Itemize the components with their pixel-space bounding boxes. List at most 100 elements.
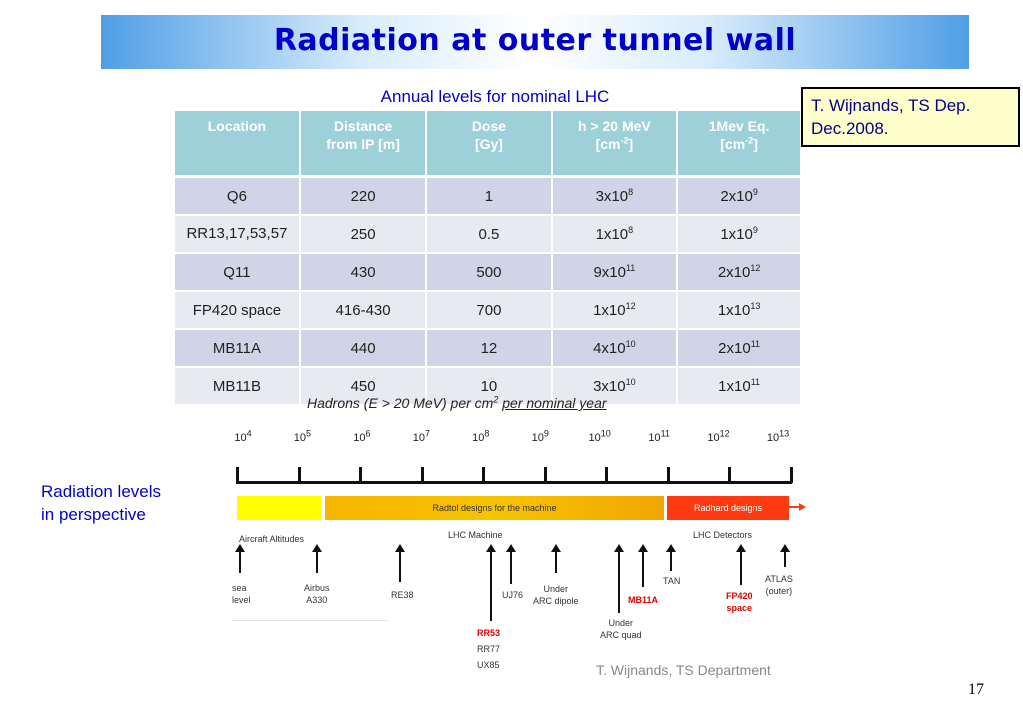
reference-box: T. Wijnands, TS Dep. Dec.2008. xyxy=(801,87,1020,147)
reference-line-1: T. Wijnands, TS Dep. xyxy=(811,96,971,115)
group-lhc-machine: LHC Machine xyxy=(448,530,503,540)
slide-title: Radiation at outer tunnel wall xyxy=(273,23,797,58)
header-dose: Dose [Gy] xyxy=(427,111,553,175)
arrow-sea-level xyxy=(235,544,245,573)
arrow-airbus xyxy=(312,544,322,573)
hadrons-unit: [cm-2] xyxy=(595,135,634,152)
arrow-uj76 xyxy=(506,544,516,584)
scale-tick-label: 1010 xyxy=(588,428,611,444)
scale-tick-mark xyxy=(666,467,670,483)
cell-dose: 0.5 xyxy=(427,214,553,252)
table-caption: Annual levels for nominal LHC xyxy=(380,87,610,106)
cell-dose: 12 xyxy=(427,328,553,366)
cell-hadrons: 1x108 xyxy=(552,214,679,252)
figure-credit: T. Wijnands, TS Department xyxy=(596,662,771,678)
arrow-fp420 xyxy=(736,544,746,585)
table-row: MB11A 440 12 4x1010 2x1011 xyxy=(175,328,800,366)
cell-location: Q6 xyxy=(175,175,301,214)
scale-tick-label: 1012 xyxy=(707,428,730,444)
scale-tick-label: 1011 xyxy=(648,428,670,444)
scale-tick-label: 104 xyxy=(234,428,252,444)
scale-tick-mark xyxy=(482,467,486,483)
scale-tick-label: 108 xyxy=(472,428,490,444)
arrow-atlas xyxy=(780,544,790,567)
perspective-title: Hadrons (E > 20 MeV) per cm2 per nominal… xyxy=(307,394,607,411)
table-row: FP420 space 416-430 700 1x1012 1x1013 xyxy=(175,290,800,328)
header-distance: Distance from IP [m] xyxy=(300,111,428,175)
marker-sea-level: sea level xyxy=(232,583,251,605)
scale-tick-label: 109 xyxy=(531,428,549,444)
side-label: Radiation levels in perspective xyxy=(41,480,161,526)
side-label-line-2: in perspective xyxy=(41,505,146,524)
cell-location: MB11A xyxy=(175,328,301,366)
band-arrow-head xyxy=(799,503,806,511)
cell-distance: 450 xyxy=(300,366,428,404)
table-row: Q6 220 1 3x108 2x109 xyxy=(175,175,800,214)
band-arrow-line xyxy=(789,506,801,508)
arrow-arc-dipole xyxy=(551,544,561,573)
marker-rr-list: RR53 RR77 UX85 xyxy=(477,628,501,670)
marker-re38: RE38 xyxy=(391,590,414,600)
scale-tick-mark xyxy=(543,467,547,483)
group-aircraft: Aircraft Altitudes xyxy=(239,534,305,544)
arrow-mb11a xyxy=(638,544,648,587)
arrow-rr xyxy=(486,544,496,621)
scale-tick-mark xyxy=(297,467,301,483)
scale-tick-label: 106 xyxy=(353,428,371,444)
page-number: 17 xyxy=(968,681,984,698)
cell-1mev-eq: 1x109 xyxy=(678,214,800,252)
cell-dose: 10 xyxy=(427,366,553,404)
cell-1mev-eq: 2x109 xyxy=(678,175,800,214)
cell-distance: 250 xyxy=(300,214,428,252)
cell-1mev-eq: 2x1012 xyxy=(678,252,800,290)
arrow-re38 xyxy=(395,544,405,582)
marker-tan: TAN xyxy=(663,576,681,586)
scale-tick-label: 107 xyxy=(412,428,430,444)
marker-atlas: ATLAS (outer) xyxy=(765,574,793,596)
cell-location: FP420 space xyxy=(175,290,301,328)
band-radtol: Radtol designs for the machine xyxy=(325,496,664,520)
cell-distance: 416-430 xyxy=(300,290,428,328)
scale-tick-mark xyxy=(790,467,793,483)
cell-dose: 500 xyxy=(427,252,553,290)
scale-tick-label: 1013 xyxy=(766,428,790,444)
scale-tick-mark xyxy=(420,467,424,483)
cell-hadrons: 3x1010 xyxy=(552,366,679,404)
header-hadrons: h > 20 MeV [cm-2] xyxy=(552,111,679,175)
cell-location: RR13,17,53,57 xyxy=(175,214,301,252)
cell-distance: 440 xyxy=(300,328,428,366)
cell-distance: 220 xyxy=(300,175,428,214)
divider-line xyxy=(232,620,388,621)
title-bar: Radiation at outer tunnel wall xyxy=(101,15,969,69)
group-lhc-detectors: LHC Detectors xyxy=(693,530,753,540)
reference-line-2: Dec.2008. xyxy=(811,119,889,138)
scale-tick-mark xyxy=(605,467,609,483)
cell-1mev-eq: 2x1011 xyxy=(678,328,800,366)
scale-tick-mark xyxy=(728,467,732,483)
arrow-arc-quad xyxy=(614,544,624,613)
cell-hadrons: 1x1012 xyxy=(552,290,679,328)
side-label-line-1: Radiation levels xyxy=(41,482,162,501)
cell-hadrons: 4x1010 xyxy=(552,328,679,366)
marker-uj76: UJ76 xyxy=(502,590,524,600)
marker-arc-quad: Under ARC quad xyxy=(600,618,642,640)
scale-tick-mark xyxy=(236,467,239,483)
cell-location: Q11 xyxy=(175,252,301,290)
scale-tick-label: 105 xyxy=(293,428,312,444)
eq-unit: [cm-2] xyxy=(720,135,758,152)
marker-arc-dipole: Under ARC dipole xyxy=(533,584,579,606)
scale-tick-mark xyxy=(359,467,363,483)
table-row: RR13,17,53,57 250 0.5 1x108 1x109 xyxy=(175,214,800,252)
radiation-table: Location Distance from IP [m] Dose [Gy] h … xyxy=(175,111,800,404)
band-yellow xyxy=(237,496,321,520)
cell-1mev-eq: 1x1011 xyxy=(678,366,800,404)
cell-hadrons: 9x1011 xyxy=(552,252,679,290)
header-1mev-eq: 1Mev Eq. [cm-2] xyxy=(678,111,800,175)
cell-1mev-eq: 1x1013 xyxy=(678,290,800,328)
cell-distance: 430 xyxy=(300,252,428,290)
band-radhard: Radhard designs xyxy=(667,496,789,520)
marker-fp420: FP420 space xyxy=(726,591,753,613)
arrow-tan xyxy=(666,544,676,571)
marker-airbus: Airbus A330 xyxy=(304,583,330,605)
marker-mb11a: MB11A xyxy=(628,595,659,605)
